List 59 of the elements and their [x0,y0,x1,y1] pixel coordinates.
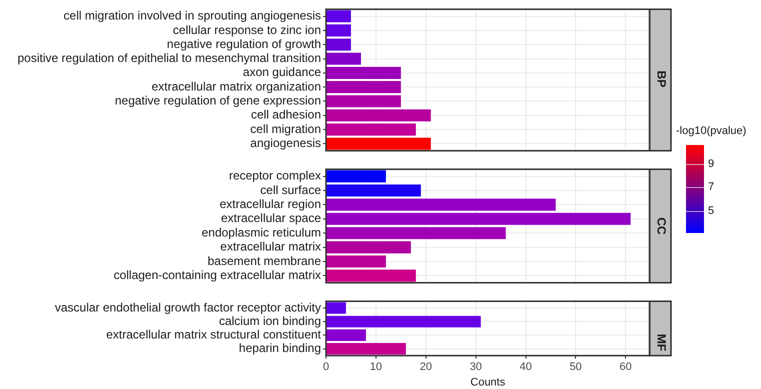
color-bar-label: 7 [708,180,714,194]
bar [326,95,401,108]
bar [326,38,351,51]
bar [326,212,631,225]
bar [326,124,416,136]
x-tick-label: 20 [420,361,432,374]
bar [326,343,406,355]
y-tick-label: heparin binding [238,341,321,356]
text: MF [654,334,668,352]
y-tick-label: extracellular matrix [220,240,321,254]
bar [326,198,556,211]
bar [326,66,401,79]
bar [326,170,386,182]
x-tick-label: 0 [322,361,330,374]
y-tick-label: calcium ion binding [218,314,321,328]
y-tick-label: cell migration involved in sprouting angiogenesis [64,8,321,23]
bar [326,241,411,254]
y-tick-label: cell migration [250,122,321,136]
text: BP [654,70,668,88]
y-tick-label: cellular response to zinc ion [172,22,321,37]
bar [326,52,361,65]
text: CC [654,217,668,235]
bar [326,316,481,328]
x-tick-label: 40 [520,361,532,374]
y-tick-label: extracellular matrix organization [152,79,321,94]
y-tick-label: angiogenesis [250,136,321,150]
y-tick-label: negative regulation of gene expression [114,94,321,108]
bar [326,270,416,282]
bar [326,329,366,341]
x-tick-label: 50 [570,361,582,374]
y-tick-label: vascular endothelial growth factor receptor activity [54,300,321,314]
bar [326,109,431,122]
bar [326,10,351,22]
y-tick-label: extracellular space [220,211,322,226]
bar [326,302,346,314]
y-tick-label: axon guidance [242,65,322,80]
color-bar-label: 5 [708,204,714,218]
x-tick-label: 10 [370,361,382,374]
y-tick-label: cell adhesion [250,108,321,122]
y-tick-label: receptor complex [228,168,321,183]
y-tick-label: collagen-containing extracellular matrix [114,268,321,282]
bar [326,255,386,268]
y-tick-label: extracellular region [220,197,321,212]
y-tick-label: endoplasmic reticulum [202,225,321,240]
bar [326,24,351,36]
bar [326,138,431,150]
color-bar-title: -log10(pvalue) [676,125,746,137]
y-tick-label: positive regulation of epithelial to mesenchymal transition [18,51,321,66]
bar [326,227,506,240]
x-axis-title: Counts [470,376,506,388]
y-tick-label: basement membrane [208,254,322,268]
y-tick-label: extracellular matrix structural constituent [106,328,322,342]
bar [326,184,421,197]
bar [326,81,401,94]
x-tick-label: 60 [620,361,632,374]
y-tick-label: cell surface [260,182,322,197]
y-tick-label: negative regulation of growth [166,36,321,51]
x-tick-label: 30 [470,361,482,374]
color-bar-label: 9 [708,156,714,171]
